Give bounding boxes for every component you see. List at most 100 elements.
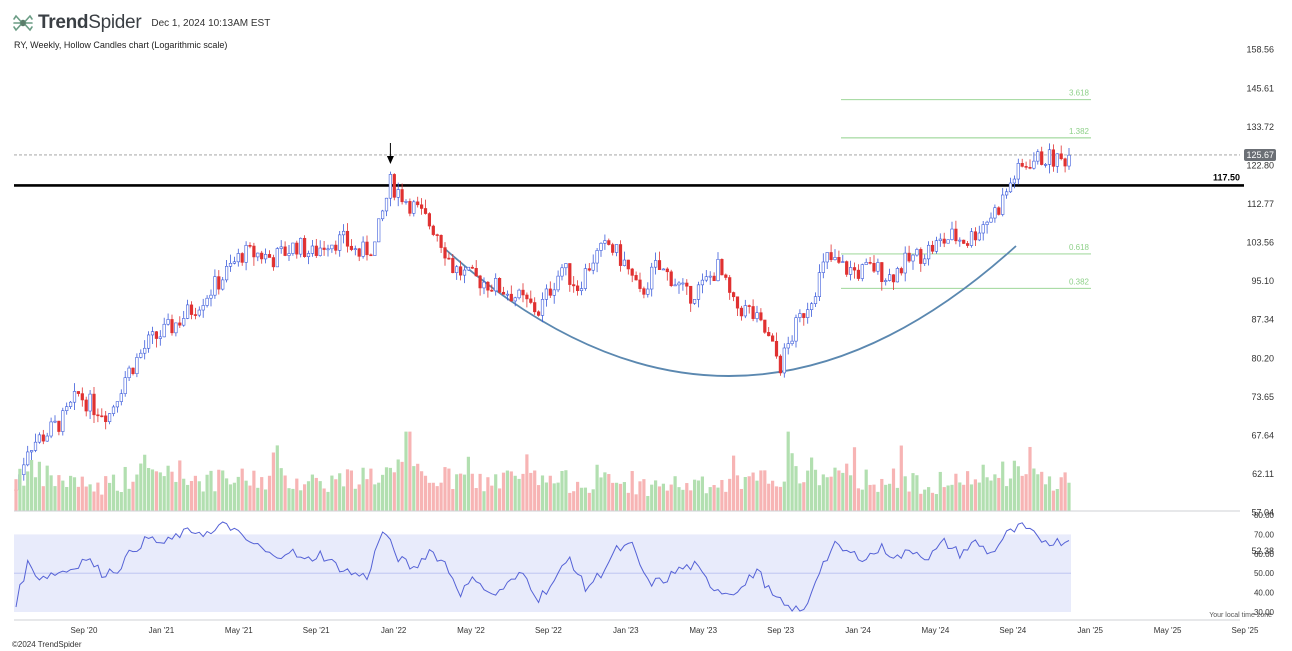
candle-body (267, 254, 272, 258)
last-price-tag (1244, 148, 1276, 161)
volume-bar (1059, 477, 1063, 511)
volume-bar (49, 475, 53, 511)
candle-body (271, 257, 276, 268)
volume-bar (427, 482, 431, 511)
volume-bar (825, 477, 829, 511)
candle-body (263, 254, 268, 260)
rsi-tick-label: 30.00 (1254, 608, 1275, 617)
volume-bar (1047, 476, 1052, 511)
volume-bar (767, 483, 771, 511)
candle-body (739, 307, 743, 317)
volume-bar (962, 484, 966, 511)
candle-body (1063, 158, 1067, 167)
candle-body (357, 248, 361, 257)
volume-bar (934, 494, 938, 511)
volume-bar (416, 463, 420, 511)
candle-body (681, 282, 685, 285)
volume-bar (638, 481, 642, 511)
volume-bar (735, 475, 740, 511)
volume-bar (345, 469, 350, 511)
candle-body (556, 275, 560, 291)
volume-bar (790, 453, 794, 511)
volume-bar (681, 489, 685, 511)
candle-body (322, 247, 326, 250)
candle-body (470, 266, 474, 269)
volume-bar (661, 483, 665, 511)
candle-body (786, 343, 790, 349)
candle-body (536, 311, 541, 316)
candle-body (646, 288, 650, 295)
volume-bar (115, 490, 119, 511)
candle-body (540, 299, 545, 316)
volume-bar (217, 469, 221, 511)
chart-date: Dec 1, 2024 10:13AM EST (151, 17, 271, 29)
volume-bar (513, 475, 517, 511)
x-tick-label: May '22 (457, 626, 485, 635)
candle-body (377, 218, 381, 243)
candle-body (486, 281, 490, 291)
volume-bar (462, 474, 467, 511)
candle-body (37, 434, 41, 443)
volume-bar (30, 460, 34, 511)
volume-bar (404, 431, 408, 511)
volume-bar (618, 483, 623, 511)
candle-body (466, 266, 471, 271)
volume-bar (478, 473, 482, 511)
volume-bar (1040, 471, 1044, 511)
candle-body (716, 259, 720, 282)
candle-body (817, 272, 821, 297)
candle-body (544, 288, 548, 300)
candle-body (396, 189, 400, 198)
volume-bar (412, 466, 416, 511)
candle-body (53, 420, 57, 423)
candle-body (809, 303, 814, 310)
volume-bar (657, 486, 662, 511)
timezone-note: Your local time zone (1209, 612, 1272, 619)
volume-bar (642, 479, 646, 511)
volume-bar (408, 431, 412, 511)
volume-bar (388, 467, 392, 511)
volume-bar (244, 480, 248, 511)
volume-bar (392, 472, 396, 511)
volume-bar (283, 475, 287, 511)
candle-body (1051, 149, 1055, 167)
volume-bar (1020, 475, 1024, 511)
volume-bar (22, 485, 26, 511)
candle-body (205, 297, 209, 306)
candle-body (170, 319, 174, 334)
candle-body (69, 401, 73, 407)
candle-body (993, 207, 997, 219)
candle-body (84, 399, 88, 412)
candle-body (295, 242, 299, 255)
volume-bar (720, 479, 724, 511)
volume-bar (930, 492, 935, 511)
candle-body (26, 451, 30, 466)
candle-body (455, 266, 459, 274)
volume-bar (377, 482, 381, 511)
volume-bar (353, 488, 357, 511)
volume-bar (373, 484, 377, 511)
candle-body (622, 259, 626, 266)
volume-bar (899, 445, 903, 511)
fib-level-label: 0.382 (1069, 277, 1090, 286)
volume-bar (732, 455, 736, 511)
volume-bar (357, 484, 361, 511)
volume-bar (470, 473, 474, 511)
candle-body (813, 296, 818, 305)
candle-body (868, 262, 872, 264)
candle-body (509, 293, 513, 302)
volume-bar (150, 469, 155, 511)
candle-body (895, 268, 899, 283)
volume-bar (334, 479, 338, 511)
candle-body (856, 269, 860, 279)
volume-bar (178, 460, 182, 511)
candle-body (685, 282, 689, 287)
candle-body (575, 285, 580, 292)
price-tick-label: 57.04 (1251, 508, 1274, 518)
candle-body (634, 275, 638, 281)
copyright: ©2024 TrendSpider (12, 640, 82, 649)
volume-bar (435, 486, 439, 511)
candle-body (911, 254, 915, 262)
volume-bar (127, 488, 131, 511)
